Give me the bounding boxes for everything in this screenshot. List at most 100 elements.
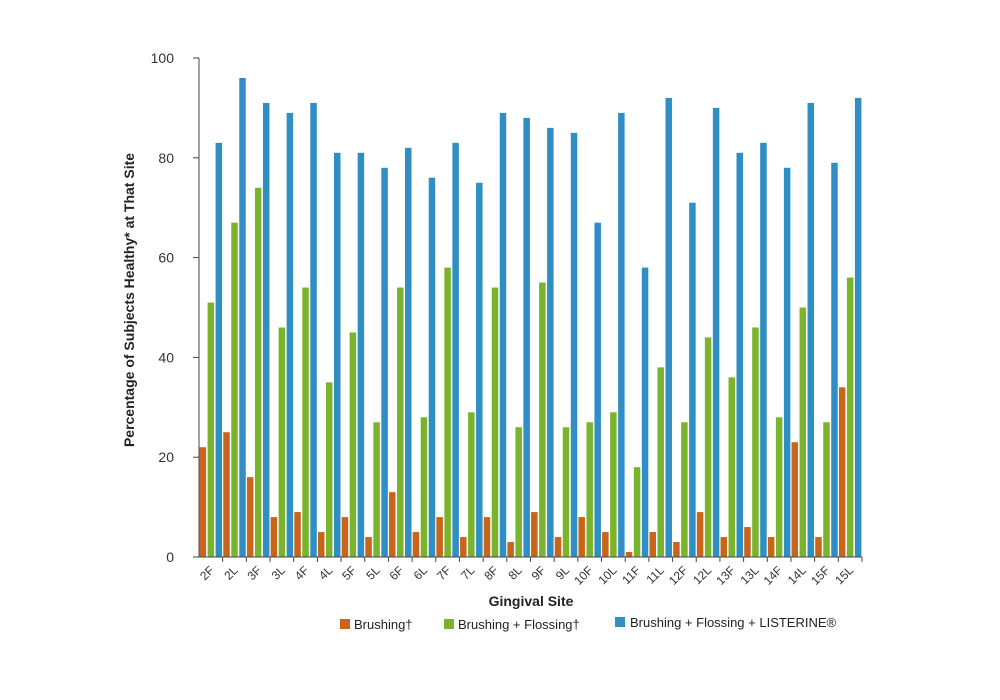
bar-brushing-4l xyxy=(317,532,325,557)
x-tick-label: 2L xyxy=(221,563,241,583)
bar-brushing-flossing-listerine-12l xyxy=(712,107,720,558)
bar-brushing-14f xyxy=(767,537,775,557)
bar-brushing-15f xyxy=(815,537,822,557)
bar-brushing-flossing-14f xyxy=(775,417,783,557)
x-tick-label: 4F xyxy=(292,563,312,583)
bar-brushing-13f xyxy=(720,537,728,557)
bar-brushing-flossing-4f xyxy=(302,287,309,557)
x-tick-label: 6F xyxy=(387,563,407,583)
bar-brushing-3l xyxy=(270,517,278,557)
bar-brushing-7l xyxy=(460,537,467,557)
x-axis-title: Gingival Site xyxy=(489,593,574,609)
bar-brushing-5f xyxy=(341,517,349,557)
bar-brushing-flossing-listerine-10f xyxy=(594,222,601,558)
bar-brushing-flossing-12l xyxy=(704,337,712,557)
bar-brushing-flossing-11l xyxy=(657,367,664,557)
bar-brushing-flossing-listerine-7f xyxy=(452,142,459,557)
bar-brushing-flossing-3f xyxy=(254,187,262,558)
bar-brushing-flossing-listerine-15l xyxy=(854,97,862,558)
legend-label-brushing: Brushing† xyxy=(354,617,413,632)
bar-brushing-11l xyxy=(649,532,656,557)
bar-brushing-flossing-2l xyxy=(231,222,238,558)
bar-brushing-flossing-listerine-5f xyxy=(357,152,365,557)
bar-brushing-9l xyxy=(554,537,562,557)
bar-brushing-flossing-5l xyxy=(373,422,380,557)
y-ticks: 0 20 40 60 80 100 xyxy=(151,50,199,565)
bar-brushing-2l xyxy=(223,432,230,557)
bar-brushing-flossing-15f xyxy=(823,422,830,557)
bar-brushing-12f xyxy=(673,542,680,557)
bar-brushing-13l xyxy=(744,527,751,557)
bar-brushing-11f xyxy=(625,552,633,557)
x-ticks: 2F 2L 3F 3L 4F 4L 5F 5L 6F 6L 7F 7L 8F 8L 9F 9L 10F 10L 11… xyxy=(197,557,863,588)
x-tick-label: 8L xyxy=(505,563,525,583)
bar-brushing-2f xyxy=(199,447,207,557)
bar-brushing-flossing-listerine-13l xyxy=(760,142,767,557)
bar-brushing-flossing-13f xyxy=(728,377,736,557)
bar-brushing-14l xyxy=(791,442,799,557)
x-tick-label: 3L xyxy=(269,563,289,583)
bar-brushing-8f xyxy=(483,517,491,557)
bar-brushing-flossing-listerine-11f xyxy=(641,267,649,557)
bar-brushing-flossing-listerine-6l xyxy=(428,177,436,557)
bar-brushing-flossing-9l xyxy=(562,427,570,557)
x-tick-label: 13L xyxy=(738,563,762,587)
bar-brushing-flossing-6l xyxy=(420,417,428,557)
bar-brushing-flossing-listerine-15f xyxy=(831,162,838,558)
bar-brushing-flossing-14l xyxy=(799,307,807,557)
bar-brushing-12l xyxy=(696,512,704,557)
legend: Brushing† Brushing + Flossing† Brushing … xyxy=(340,615,837,632)
bar-brushing-flossing-6f xyxy=(397,287,404,557)
legend-item-brushing-flossing-listerine: Brushing + Flossing + LISTERINE® xyxy=(615,615,837,630)
legend-swatch-brushing-flossing-listerine xyxy=(615,617,625,627)
bar-brushing-flossing-15l xyxy=(846,277,854,557)
bar-brushing-flossing-2f xyxy=(207,302,215,557)
bar-brushing-10f xyxy=(578,517,585,557)
bar-brushing-flossing-listerine-8f xyxy=(499,112,507,557)
bar-brushing-flossing-4l xyxy=(325,382,333,557)
x-tick-label: 11F xyxy=(619,563,643,587)
bar-brushing-flossing-11f xyxy=(633,467,641,557)
bar-brushing-flossing-5f xyxy=(349,332,357,557)
bar-brushing-flossing-listerine-3l xyxy=(286,112,294,557)
x-tick-label: 15L xyxy=(832,563,856,587)
bar-brushing-flossing-10f xyxy=(586,422,593,557)
bar-brushing-4f xyxy=(294,512,301,557)
bar-brushing-7f xyxy=(436,517,443,557)
bar-brushing-flossing-10l xyxy=(610,412,617,557)
bar-brushing-flossing-listerine-4l xyxy=(333,152,341,557)
x-tick-label: 14L xyxy=(785,563,809,587)
legend-item-brushing-flossing: Brushing + Flossing† xyxy=(444,617,580,632)
bar-brushing-flossing-7f xyxy=(444,267,451,557)
bar-brushing-flossing-listerine-3f xyxy=(262,102,270,557)
y-tick-label: 20 xyxy=(158,449,174,465)
bar-brushing-6l xyxy=(412,532,420,557)
x-tick-label: 12L xyxy=(690,563,714,587)
bar-brushing-flossing-9f xyxy=(539,282,546,557)
bar-brushing-8l xyxy=(507,542,514,557)
bar-brushing-flossing-listerine-9f xyxy=(547,127,554,558)
bar-brushing-10l xyxy=(602,532,609,557)
x-tick-label: 14F xyxy=(761,563,786,588)
bar-brushing-15l xyxy=(838,387,846,557)
x-tick-label: 6L xyxy=(411,563,431,583)
bar-brushing-flossing-listerine-6f xyxy=(405,147,412,557)
legend-swatch-brushing-flossing xyxy=(444,619,454,629)
x-tick-label: 10F xyxy=(571,563,596,588)
bar-brushing-3f xyxy=(246,477,254,557)
x-tick-label: 2F xyxy=(197,563,217,583)
y-axis-title: Percentage of Subjects Healthy* at That … xyxy=(121,153,137,447)
x-tick-label: 8F xyxy=(481,563,501,583)
bar-brushing-flossing-13l xyxy=(752,327,759,557)
x-tick-label: 5F xyxy=(339,563,359,583)
bar-brushing-flossing-listerine-7l xyxy=(476,182,483,557)
x-tick-label: 9L xyxy=(553,563,573,583)
bar-brushing-6f xyxy=(389,492,396,557)
bar-brushing-flossing-listerine-10l xyxy=(618,112,625,557)
y-tick-label: 40 xyxy=(158,349,174,365)
bar-brushing-flossing-listerine-2f xyxy=(215,142,223,557)
bar-brushing-flossing-listerine-12f xyxy=(689,202,696,557)
bar-brushing-flossing-listerine-14f xyxy=(783,167,791,557)
legend-label-brushing-flossing: Brushing + Flossing† xyxy=(458,617,580,632)
